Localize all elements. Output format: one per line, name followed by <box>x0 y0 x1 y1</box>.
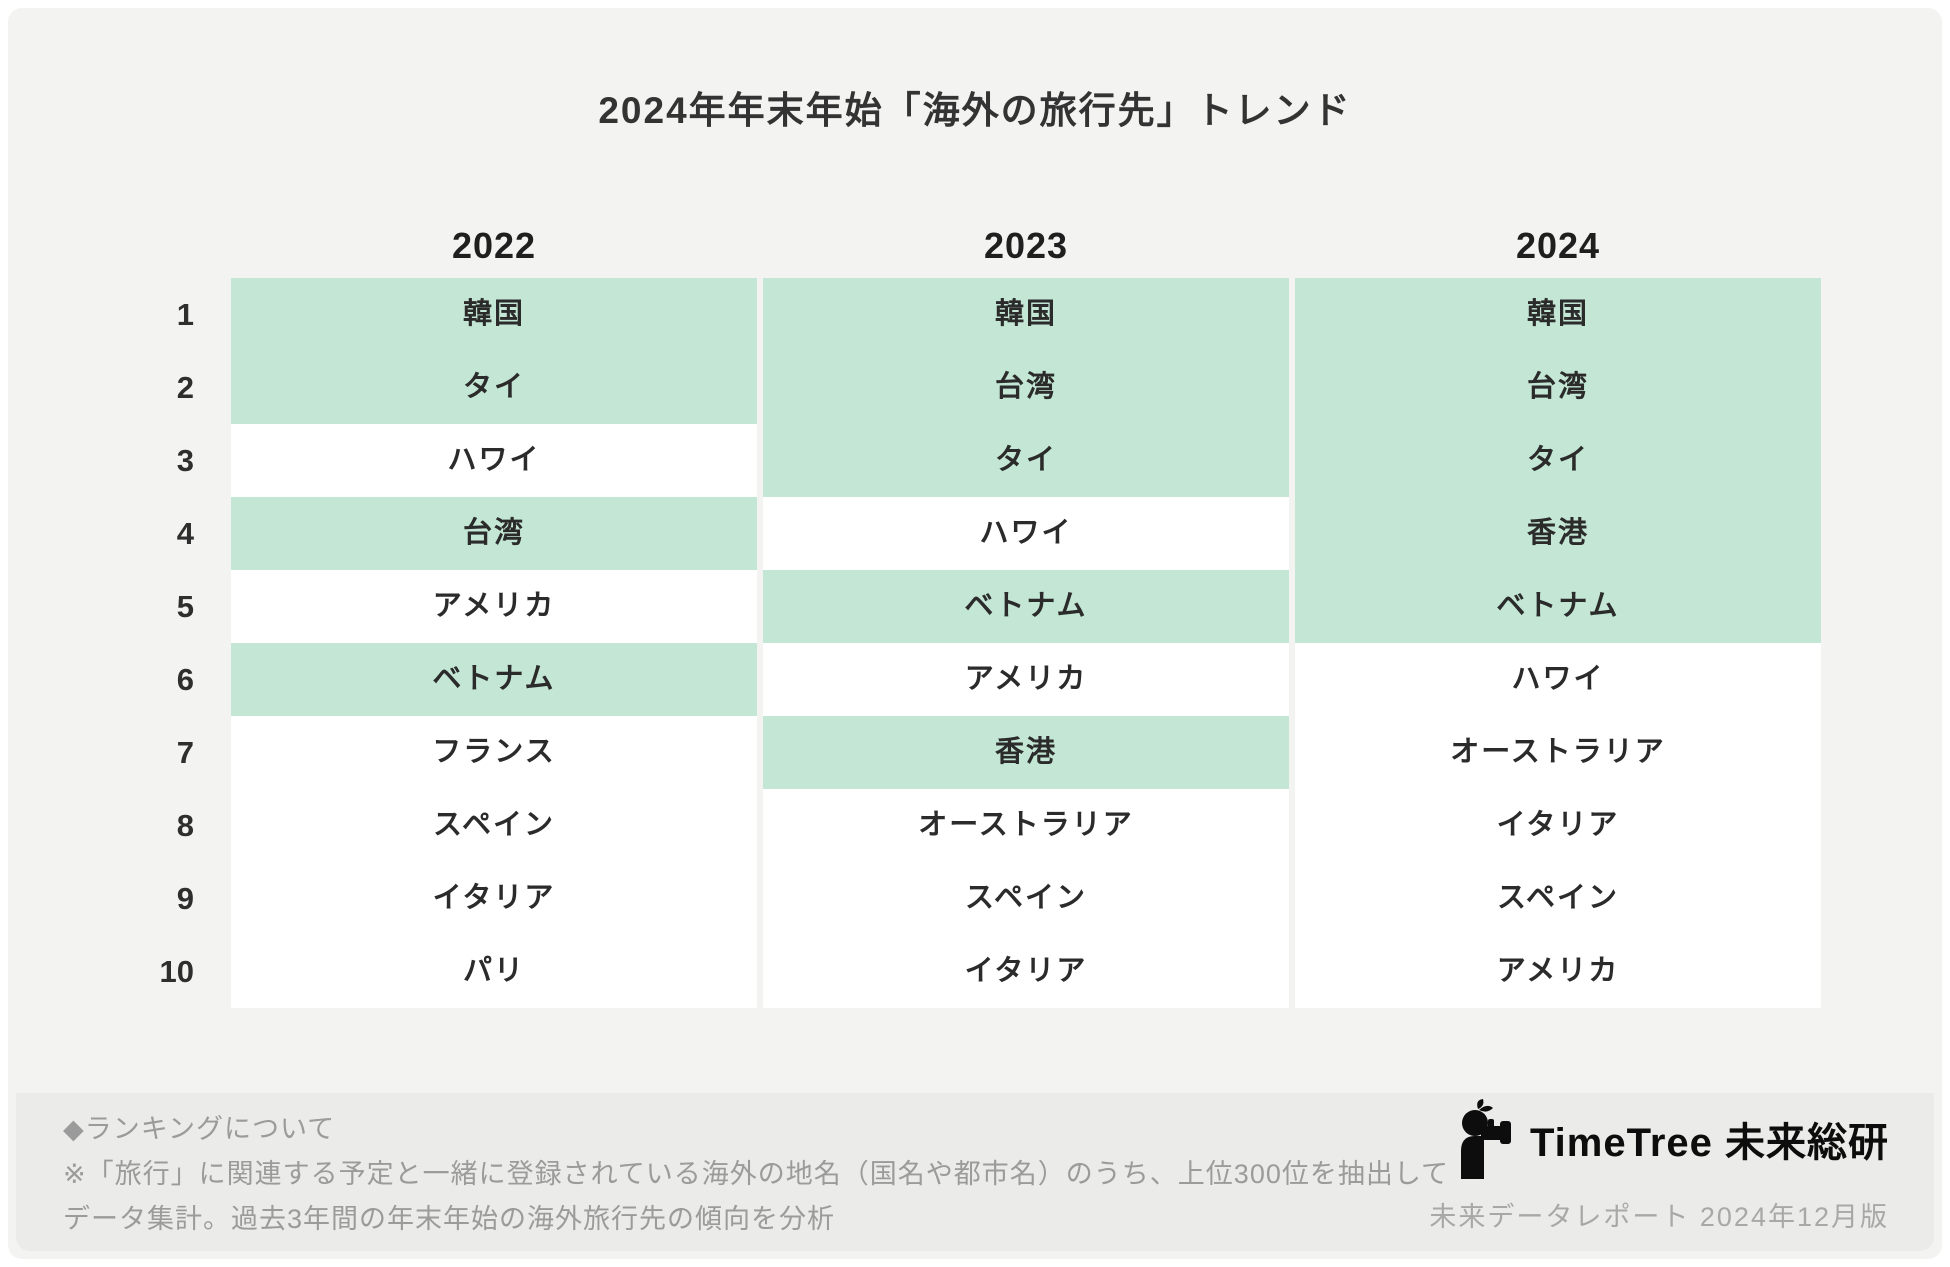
note-line: ◆ランキングについて <box>63 1114 336 1144</box>
note-line: ※「旅行」に関連する予定と一緒に登録されている海外の地名（国名や都市名）のうち、… <box>63 1159 1450 1189</box>
destination-cell: イタリア <box>231 862 757 935</box>
rank-label: 6 <box>176 662 194 697</box>
destination-cell: タイ <box>1295 424 1821 497</box>
footer-band: ◆ランキングについて ※「旅行」に関連する予定と一緒に登録されている海外の地名（国… <box>16 1093 1934 1251</box>
destination-cell: 韓国 <box>1295 278 1821 351</box>
year-header-2024: 2024 <box>1515 225 1601 266</box>
rank-label: 8 <box>176 808 194 843</box>
destination-cell: ハワイ <box>763 497 1289 570</box>
destination-cell: 台湾 <box>231 497 757 570</box>
rank-label: 3 <box>176 443 194 478</box>
rank-label: 5 <box>176 589 194 624</box>
destination-cell: 韓国 <box>231 278 757 351</box>
rank-label: 10 <box>159 954 194 989</box>
rank-column: 1 2 3 4 5 6 7 8 9 10 <box>8 278 194 1008</box>
destination-cell: 香港 <box>1295 497 1821 570</box>
year-header-2023: 2023 <box>983 225 1069 266</box>
destination-cell: アメリカ <box>231 570 757 643</box>
year-header-2022: 2022 <box>451 225 537 266</box>
destination-cell: パリ <box>231 935 757 1008</box>
destination-cell: オーストラリア <box>1295 716 1821 789</box>
rank-label: 7 <box>176 735 194 770</box>
timetree-logo: TimeTree 未来総研 <box>1448 1099 1889 1179</box>
destination-cell: アメリカ <box>1295 935 1821 1008</box>
rank-label: 1 <box>176 297 194 332</box>
destination-cell: ベトナム <box>763 570 1289 643</box>
rank-label: 2 <box>176 370 194 405</box>
destination-cell: フランス <box>231 716 757 789</box>
destination-cell: スペイン <box>1295 862 1821 935</box>
rank-label: 4 <box>176 516 194 551</box>
page-title: 2024年年末年始「海外の旅行先」トレンド <box>598 90 1352 131</box>
destination-cell: ハワイ <box>231 424 757 497</box>
destination-column-2022: 韓国 タイ ハワイ 台湾 アメリカ ベトナム フランス スペイン イタリア パリ <box>231 278 757 1008</box>
destination-cell: アメリカ <box>763 643 1289 716</box>
brand-text: TimeTree 未来総研 <box>1529 1121 1889 1165</box>
content-card: 2024年年末年始「海外の旅行先」トレンド 2022 2023 2024 1 2 3… <box>8 8 1942 1259</box>
destination-cell: イタリア <box>763 935 1289 1008</box>
destination-cell: タイ <box>231 351 757 424</box>
destination-cell: オーストラリア <box>763 789 1289 862</box>
destination-cell: スペイン <box>231 789 757 862</box>
destination-column-2024: 韓国 台湾 タイ 香港 ベトナム ハワイ オーストラリア イタリア スペイン アメリカ <box>1295 278 1821 1008</box>
footer-notes: ◆ランキングについて ※「旅行」に関連する予定と一緒に登録されている海外の地名（国… <box>63 1107 1449 1242</box>
note-line: データ集計。過去3年間の年末年始の海外旅行先の傾向を分析 <box>63 1204 836 1234</box>
destination-cell: 台湾 <box>1295 351 1821 424</box>
destination-cell: スペイン <box>763 862 1289 935</box>
destination-column-2023: 韓国 台湾 タイ ハワイ ベトナム アメリカ 香港 オーストラリア スペイン イタリア <box>763 278 1289 1008</box>
destination-cell: ベトナム <box>1295 570 1821 643</box>
report-edition: 未来データレポート 2024年12月版 <box>1429 1202 1889 1232</box>
destination-cell: タイ <box>763 424 1289 497</box>
destination-cell: 韓国 <box>763 278 1289 351</box>
destination-cell: 台湾 <box>763 351 1289 424</box>
destination-cell: ハワイ <box>1295 643 1821 716</box>
destination-cell: イタリア <box>1295 789 1821 862</box>
destination-cell: 香港 <box>763 716 1289 789</box>
rank-label: 9 <box>176 881 194 916</box>
destination-cell: ベトナム <box>231 643 757 716</box>
timetree-observer-icon <box>1460 1099 1511 1179</box>
